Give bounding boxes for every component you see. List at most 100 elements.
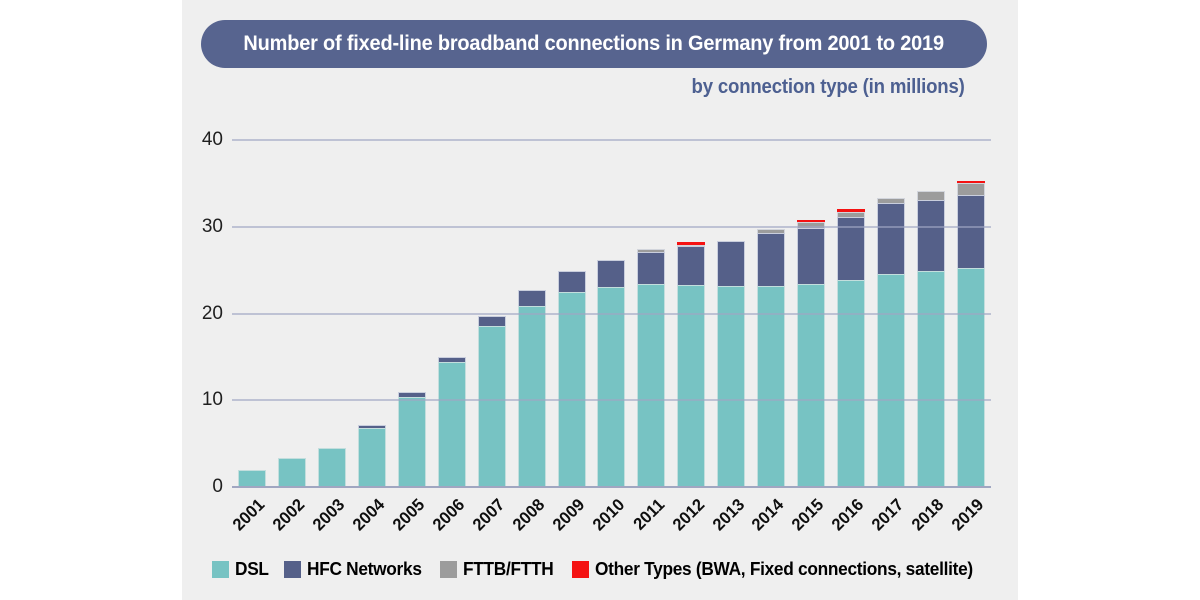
y-axis-label-40: 40 bbox=[201, 129, 223, 150]
x-axis-label-2002: 2002 bbox=[268, 495, 309, 535]
y-axis-label-30: 30 bbox=[201, 215, 223, 237]
bar-segment-2003-dsl bbox=[317, 447, 346, 486]
bar-segment-2019-hfc bbox=[957, 194, 986, 269]
bar-segment-2013-dsl bbox=[717, 285, 746, 486]
legend-label-fttb: FTTB/FTTH bbox=[463, 558, 554, 579]
y-axis-label-0: 0 bbox=[212, 476, 223, 497]
legend-label-other: Other Types (BWA, Fixed connections, sat… bbox=[594, 558, 973, 579]
bar-2013 bbox=[711, 139, 751, 486]
bar-2012 bbox=[671, 139, 711, 486]
bar-segment-2019-fttb bbox=[957, 183, 986, 195]
chart-canvas: Number of fixed-line broadband connectio… bbox=[182, 0, 1018, 600]
bar-segment-2015-other bbox=[797, 219, 826, 223]
bar-segment-2011-dsl bbox=[637, 283, 666, 486]
bar-2014 bbox=[751, 139, 791, 486]
y-axis-label-20: 20 bbox=[201, 302, 223, 324]
bar-segment-2012-other bbox=[677, 242, 706, 245]
legend-item-dsl: DSL bbox=[211, 558, 270, 580]
bar-segment-2005-dsl bbox=[397, 396, 426, 486]
bar-2001 bbox=[232, 139, 272, 486]
bar-segment-2016-other bbox=[837, 209, 866, 212]
bar-2006 bbox=[432, 139, 472, 486]
bar-segment-2007-hfc bbox=[477, 315, 506, 327]
x-axis-label-2011: 2011 bbox=[629, 495, 668, 534]
x-axis-label-2017: 2017 bbox=[868, 495, 908, 535]
x-axis-label-2007: 2007 bbox=[468, 495, 509, 535]
bar-segment-2015-fttb bbox=[797, 222, 826, 228]
bar-segment-2008-dsl bbox=[517, 305, 546, 486]
bar-2015 bbox=[791, 139, 831, 486]
x-axis-label-2005: 2005 bbox=[388, 495, 429, 535]
bar-segment-2018-hfc bbox=[917, 199, 946, 271]
x-axis-label-2013: 2013 bbox=[708, 495, 748, 535]
x-axis-label-2006: 2006 bbox=[428, 495, 469, 535]
bar-segment-2006-dsl bbox=[437, 361, 466, 486]
bar-segment-2004-dsl bbox=[357, 427, 386, 486]
x-axis-label-2009: 2009 bbox=[548, 495, 588, 535]
bar-segment-2007-dsl bbox=[477, 326, 506, 486]
legend-swatch-fttb bbox=[440, 560, 458, 578]
x-axis-label-2019: 2019 bbox=[948, 495, 988, 535]
bar-2011 bbox=[631, 139, 671, 486]
chart-plot-area: 0 10 20 30 40 2001 2002 2003 2004 2005 2006 2007 20… bbox=[202, 129, 991, 534]
bar-2010 bbox=[592, 139, 632, 486]
bar-segment-2018-fttb bbox=[917, 191, 946, 200]
bar-segment-2014-dsl bbox=[757, 285, 786, 486]
x-axis-label-2012: 2012 bbox=[668, 495, 708, 535]
bar-segment-2010-hfc bbox=[597, 259, 626, 288]
x-axis-label-2008: 2008 bbox=[508, 495, 549, 535]
bar-segment-2017-dsl bbox=[877, 274, 906, 486]
bar-2008 bbox=[512, 139, 552, 486]
bar-2016 bbox=[831, 139, 871, 486]
chart-subtitle: by connection type (in millions) bbox=[691, 76, 965, 98]
y-axis-label-10: 10 bbox=[201, 389, 223, 411]
bar-2017 bbox=[871, 139, 911, 486]
legend-label-hfc: HFC Networks bbox=[306, 558, 422, 579]
bar-segment-2015-hfc bbox=[797, 227, 826, 284]
x-axis-label-2004: 2004 bbox=[348, 495, 389, 535]
bar-2002 bbox=[272, 139, 312, 486]
bar-segment-2006-hfc bbox=[437, 356, 466, 362]
bar-segment-2013-hfc bbox=[717, 240, 746, 286]
bar-segment-2015-dsl bbox=[797, 283, 826, 486]
bar-segment-2017-fttb bbox=[877, 198, 906, 204]
bar-segment-2016-fttb bbox=[837, 211, 866, 218]
bar-2003 bbox=[312, 139, 352, 486]
x-axis-label-2001: 2001 bbox=[229, 495, 269, 535]
bar-segment-2009-dsl bbox=[557, 291, 586, 486]
bar-segment-2011-hfc bbox=[637, 251, 666, 284]
bar-segment-2005-hfc bbox=[397, 392, 426, 397]
bar-2018 bbox=[911, 139, 951, 486]
x-axis-label-2010: 2010 bbox=[588, 495, 628, 535]
bar-segment-2014-hfc bbox=[757, 232, 786, 286]
bar-2004 bbox=[352, 139, 392, 486]
bar-2005 bbox=[392, 139, 432, 486]
bar-segment-2010-dsl bbox=[597, 287, 626, 486]
bar-segment-2018-dsl bbox=[917, 270, 946, 486]
bars-layer bbox=[232, 140, 991, 487]
bar-segment-2019-dsl bbox=[957, 268, 986, 486]
x-axis-label-2014: 2014 bbox=[748, 495, 788, 535]
legend-swatch-dsl bbox=[211, 560, 229, 578]
x-axis-label-2015: 2015 bbox=[788, 495, 828, 535]
bar-segment-2002-dsl bbox=[277, 458, 306, 486]
chart-legend: DSL HFC Networks FTTB/FTTH Other Types (BWA… bbox=[182, 556, 1018, 582]
bar-segment-2012-dsl bbox=[677, 284, 706, 486]
x-axis-label-2018: 2018 bbox=[908, 495, 948, 535]
bar-segment-2009-hfc bbox=[557, 270, 586, 292]
legend-swatch-hfc bbox=[283, 560, 301, 578]
bar-2007 bbox=[472, 139, 512, 486]
x-axis-label-2003: 2003 bbox=[308, 495, 349, 535]
bar-segment-2016-dsl bbox=[837, 279, 866, 486]
bar-segment-2011-fttb bbox=[637, 249, 666, 252]
x-axis-label-2016: 2016 bbox=[828, 495, 868, 535]
legend-label-dsl: DSL bbox=[234, 558, 269, 579]
bar-segment-2012-hfc bbox=[677, 245, 706, 285]
bar-segment-2012-fttb bbox=[677, 244, 706, 246]
legend-item-fttb: FTTB/FTTH bbox=[440, 559, 557, 580]
bar-segment-2016-hfc bbox=[837, 217, 866, 280]
bar-segment-2017-hfc bbox=[877, 203, 906, 275]
bar-2009 bbox=[552, 139, 592, 486]
bar-segment-2019-other bbox=[957, 180, 986, 184]
